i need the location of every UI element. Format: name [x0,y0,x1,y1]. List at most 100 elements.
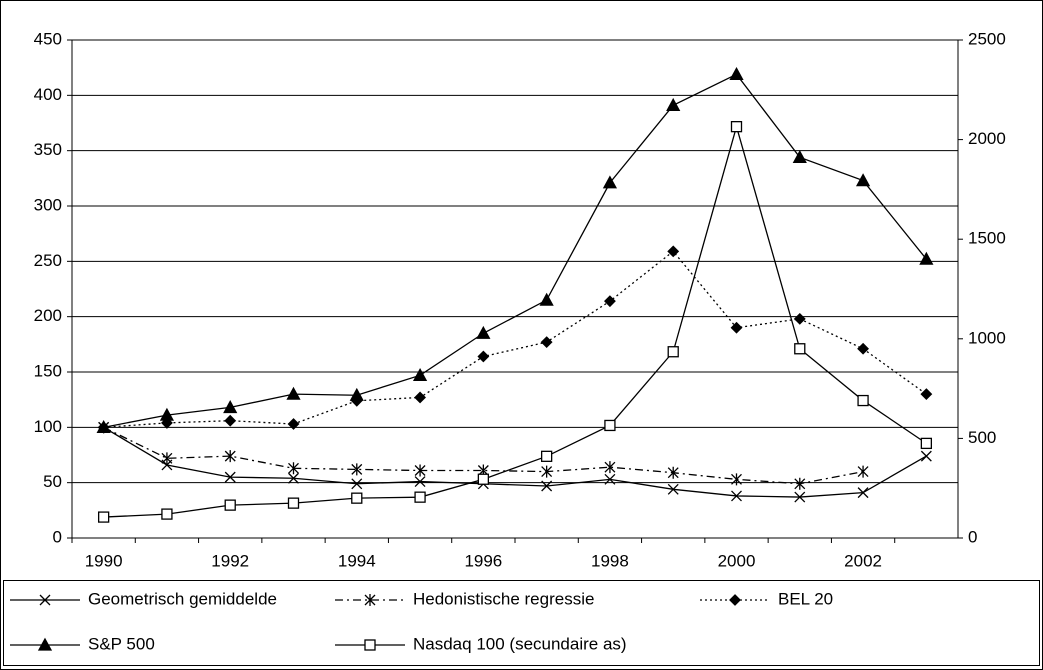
marker [667,483,679,495]
y-tick-label: 350 [34,140,62,159]
y-tick-label: 200 [34,306,62,325]
marker [541,480,553,492]
marker [920,450,932,462]
marker [412,367,428,381]
marker [287,418,300,430]
legend-box [3,580,1040,666]
series-line [103,124,927,518]
marker [97,511,110,523]
y-tick-label: 250 [34,251,62,270]
y-tick-label: 100 [34,417,62,436]
y-tick-label: 0 [53,527,62,546]
marker [920,388,933,401]
series-line [103,426,927,498]
marker [288,462,299,475]
marker [224,450,236,463]
marker [414,464,426,477]
marker [224,414,237,427]
marker [541,465,553,478]
x-tick-label: 2000 [718,551,756,570]
marker [794,477,806,490]
marker [857,487,869,499]
marker [224,471,236,483]
series-line [103,73,927,428]
legend-label: Hedonistische regressie [413,589,594,608]
y2-tick-label: 500 [968,428,996,447]
marker [96,419,111,433]
marker [288,472,299,484]
y2-tick-label: 2000 [968,129,1006,148]
marker [667,466,679,479]
marker [223,400,238,414]
marker [414,476,426,488]
marker [604,473,616,485]
marker [414,391,426,404]
marker [794,491,806,503]
x-tick-label: 1998 [591,551,629,570]
marker [730,121,743,133]
y2-tick-label: 2500 [968,29,1006,48]
marker [351,478,363,490]
legend-label: S&P 500 [88,634,155,653]
marker [729,66,744,80]
marker [667,245,680,258]
marker [349,387,364,401]
y2-tick-label: 0 [968,527,977,546]
marker [224,499,236,511]
marker [477,350,490,363]
marker [161,508,173,520]
y-tick-label: 300 [34,195,62,214]
marker [477,473,490,485]
legend-label: Nasdaq 100 (secundaire as) [413,634,627,653]
marker [287,497,300,509]
x-tick-label: 2002 [844,551,882,570]
marker [730,321,743,334]
marker [540,336,553,349]
marker [857,465,869,478]
marker [792,149,807,163]
marker [794,343,806,355]
y-tick-label: 150 [34,361,62,380]
marker [602,175,618,189]
marker [37,637,53,651]
marker [666,97,681,111]
marker [667,346,679,358]
marker [604,461,616,474]
x-tick-label: 1990 [85,551,123,570]
marker [919,251,934,265]
x-tick-label: 1994 [338,551,376,570]
y2-tick-label: 1000 [968,328,1006,347]
marker [414,491,426,503]
marker [351,463,363,476]
marker [857,342,869,355]
marker [731,473,742,486]
y-tick-label: 400 [34,85,62,104]
marker [351,492,363,504]
marker [793,312,806,325]
marker [161,452,173,465]
marker [855,173,871,187]
marker [920,437,933,450]
marker [286,386,301,400]
marker [159,407,175,421]
marker [729,594,741,606]
marker [476,325,491,339]
x-tick-label: 1992 [211,551,249,570]
marker [604,419,616,432]
marker [39,594,51,606]
marker [731,490,742,502]
y-tick-label: 450 [34,29,62,48]
marker [604,295,616,308]
legend-label: BEL 20 [778,589,833,608]
x-tick-label: 1996 [464,551,502,570]
y2-tick-label: 1500 [968,229,1006,248]
legend-label: Geometrisch gemiddelde [88,589,277,608]
marker [364,594,376,606]
marker [540,450,553,462]
marker [539,292,554,306]
marker [857,394,869,407]
y-tick-label: 50 [43,472,62,491]
